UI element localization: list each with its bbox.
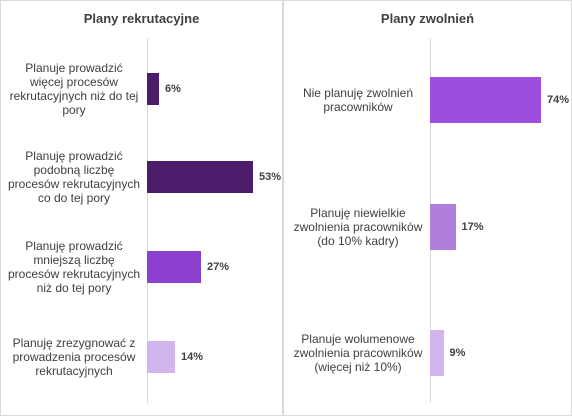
chart-layoffs-panel: Plany zwolnień 74% Nie planuję zwolnień p… [283, 0, 572, 416]
value-label-layoffs-1: 74% [547, 94, 570, 106]
chart-title-layoffs: Plany zwolnień [380, 11, 475, 26]
axis-line-recruitment [147, 38, 148, 403]
bar-layoffs-3 [430, 330, 444, 376]
value-label-recruitment-3: 27% [207, 261, 230, 273]
value-label-layoffs-2: 17% [461, 221, 484, 233]
value-label-recruitment-4: 14% [181, 351, 204, 363]
bar-layoffs-1 [430, 77, 541, 123]
bar-recruitment-4 [147, 341, 175, 373]
category-label-recruitment-3: Planuję prowadzić mniejszą liczbę proces… [7, 239, 141, 295]
category-label-layoffs-1: Nie planuję zwolnień pracowników [302, 86, 414, 114]
chart-recruitment-panel: Plany rekrutacyjne 6% Planuje prowadzić w… [0, 0, 283, 416]
category-label-recruitment-4: Planuję zrezygnować z prowadzenia proces… [12, 336, 136, 378]
value-label-recruitment-1: 6% [165, 83, 181, 95]
value-label-recruitment-2: 53% [259, 171, 282, 183]
category-label-layoffs-3: Planuje wolumenowe zwolnienia pracownikó… [293, 332, 423, 374]
bar-layoffs-2 [430, 204, 456, 250]
chart-title-recruitment: Plany rekrutacyjne [83, 11, 200, 26]
category-label-layoffs-2: Planuję niewielkie zwolnienia pracownikó… [293, 206, 423, 248]
bar-recruitment-3 [147, 251, 201, 283]
bar-recruitment-2 [147, 161, 253, 193]
bar-recruitment-1 [147, 73, 159, 105]
value-label-layoffs-3: 9% [449, 347, 466, 359]
category-label-recruitment-2: Planuję prowadzić podobną liczbę procesó… [7, 149, 141, 205]
category-label-recruitment-1: Planuje prowadzić więcej procesów rekrut… [9, 61, 139, 117]
